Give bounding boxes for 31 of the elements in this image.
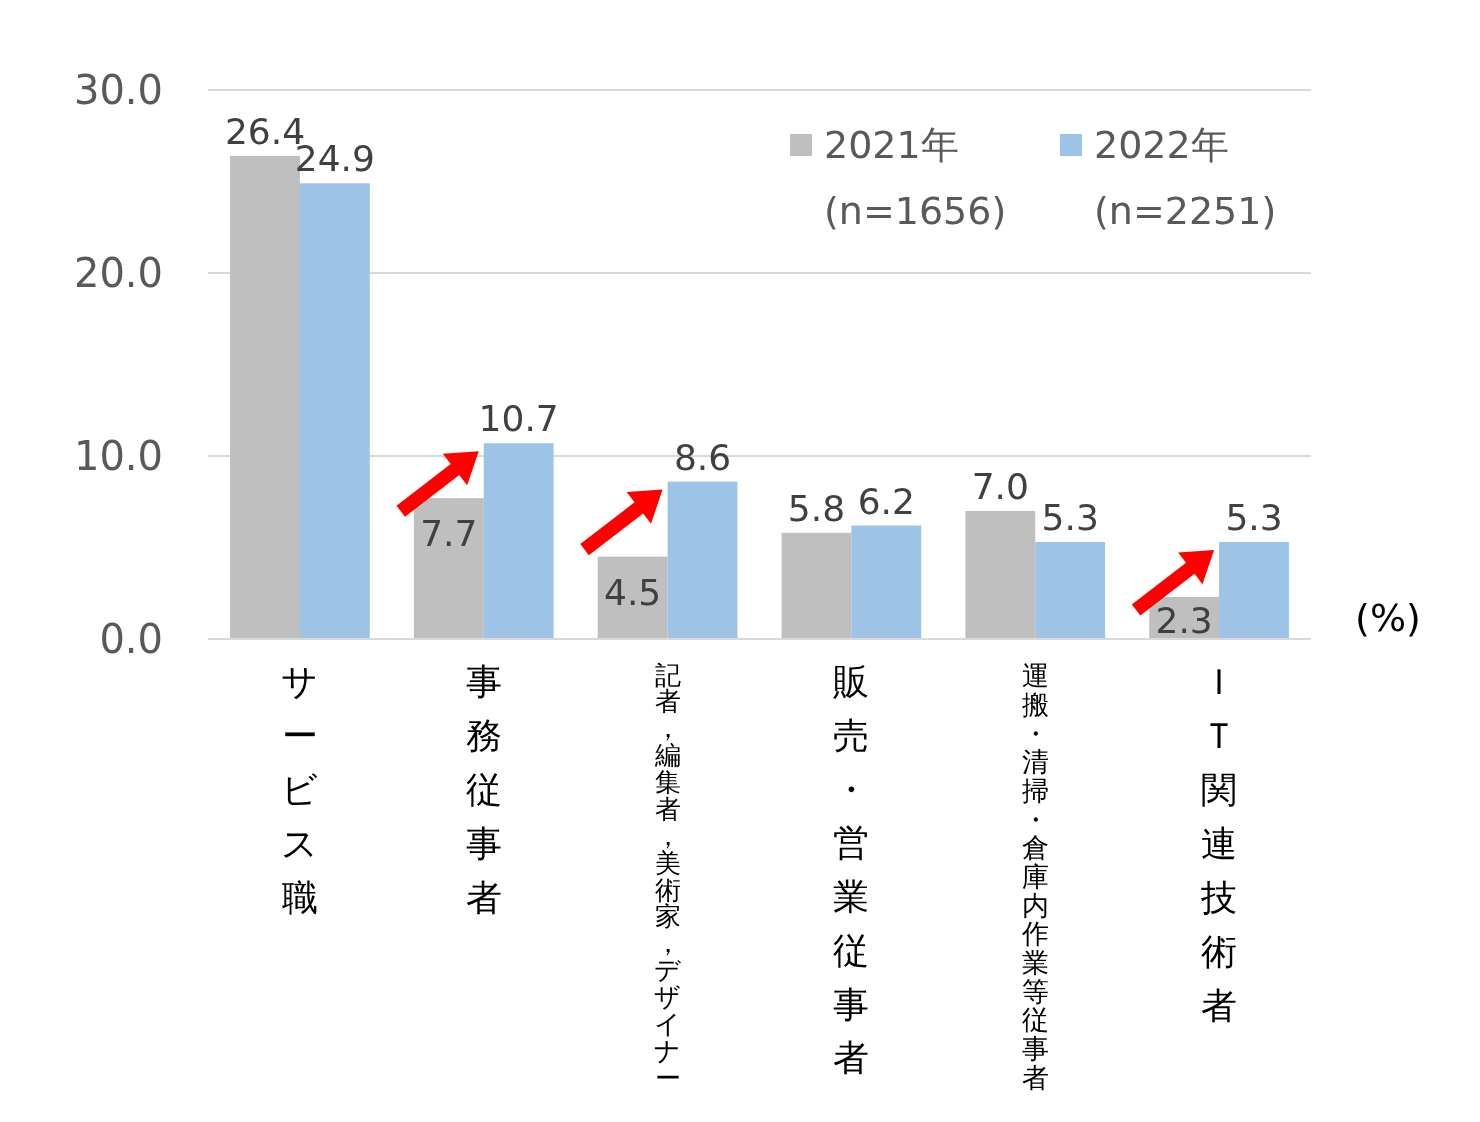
data-label: 8.6 [673, 436, 732, 478]
x-tick-label: 販売・営業従事者 [833, 661, 870, 1079]
data-label: 10.7 [478, 398, 559, 440]
x-tick-label: サービス職 [281, 661, 319, 918]
data-label: 5.3 [1041, 497, 1099, 539]
bar [781, 532, 852, 639]
y-tick-label: 20.0 [73, 250, 163, 296]
data-label: 6.2 [857, 480, 915, 522]
data-label: 5.8 [787, 487, 846, 529]
y-axis-title: (%) [1355, 596, 1421, 640]
category-label: 運搬・清掃・倉庫内作業等従事者 [1021, 660, 1049, 1093]
x-tick-label: 事務従事者 [465, 661, 502, 918]
data-label: 7.0 [971, 465, 1029, 507]
y-tick-label: 30.0 [73, 67, 163, 113]
data-label: 2.3 [1155, 600, 1213, 641]
legend-label: 2022年 (n=2251) [1094, 123, 1277, 233]
x-tick-label: ＩＴ関連技術者 [1200, 661, 1238, 1026]
y-tick-label: 10.0 [73, 433, 163, 479]
category-label: 記者，編集者，美術家，デザイナー [654, 659, 682, 1093]
legend-label: 2021年 (n=1656) [824, 123, 1007, 233]
data-label: 4.5 [604, 571, 662, 613]
data-label: 5.3 [1225, 497, 1283, 539]
bar [851, 525, 922, 639]
bar [1219, 542, 1289, 639]
y-tick-label: 0.0 [99, 616, 163, 662]
bar [965, 510, 1036, 639]
bar [299, 183, 370, 639]
data-label: 7.7 [420, 513, 478, 555]
bar [1035, 542, 1106, 639]
bar [483, 443, 554, 639]
bar [667, 481, 738, 639]
